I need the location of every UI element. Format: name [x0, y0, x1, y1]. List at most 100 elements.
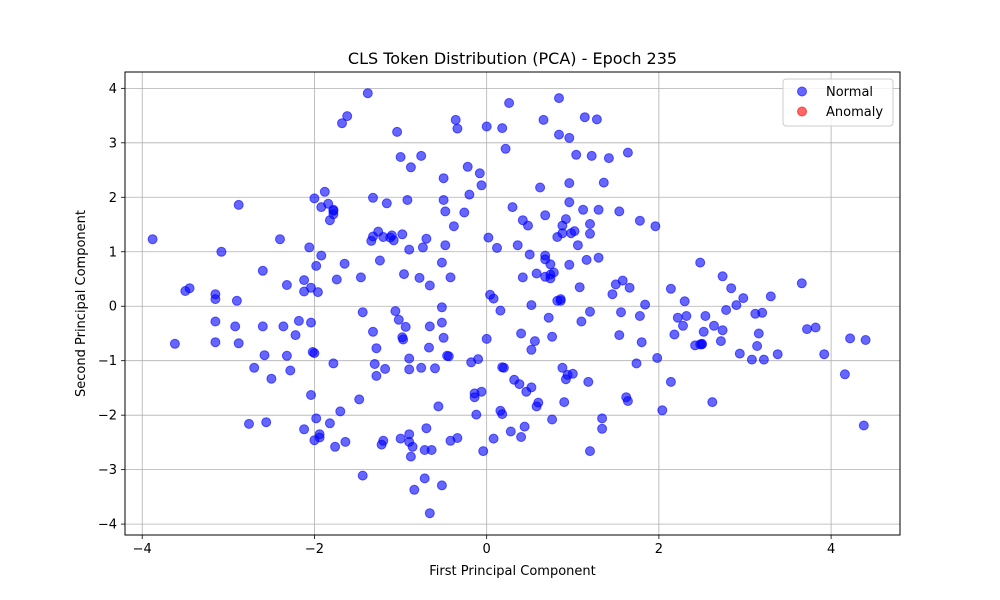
scatter-point-normal: [414, 272, 425, 283]
scatter-point-normal: [340, 436, 351, 447]
scatter-point-normal: [416, 150, 427, 161]
scatter-point-normal: [430, 363, 440, 374]
y-axis-label: Second Principal Component: [74, 210, 89, 397]
scatter-point-normal: [819, 349, 830, 360]
scatter-point-normal: [622, 147, 633, 158]
scatter-point-normal: [371, 343, 382, 354]
x-tick-label: 4: [827, 542, 835, 557]
scatter-point-normal: [858, 420, 869, 431]
plot-area-frame: [124, 71, 901, 536]
scatter-point-normal: [362, 88, 373, 99]
scatter-point-normal: [378, 435, 389, 446]
axis-ticks: −4 −2 0 2 4 −4 −3 −2 −1 0 1 2 3 4: [98, 82, 835, 557]
scatter-point-normal: [634, 311, 645, 321]
scatter-point-normal: [483, 232, 494, 243]
scatter-point-normal: [516, 432, 527, 442]
y-tick-label: −3: [98, 463, 117, 478]
scatter-point-normal: [497, 409, 508, 420]
scatter-point-normal: [210, 294, 221, 305]
scatter-point-normal: [746, 354, 757, 365]
scatter-point-normal: [698, 326, 709, 337]
scatter-point-normal: [614, 330, 625, 341]
scatter-point-normal: [402, 195, 413, 205]
scatter-point-normal: [555, 294, 566, 305]
scatter-point-normal: [523, 220, 533, 231]
scatter-point-normal: [839, 369, 850, 380]
scatter-point-normal: [481, 121, 492, 132]
legend-marker-normal: [797, 86, 807, 97]
scatter-point-normal: [758, 354, 769, 365]
scatter-point-normal: [275, 234, 285, 245]
scatter-point-normal: [448, 221, 459, 232]
scatter-point-normal: [512, 240, 523, 251]
scatter-point-normal: [433, 401, 444, 412]
scatter-point-normal: [585, 219, 595, 229]
scatter-point-normal: [529, 336, 540, 347]
scatter-point-normal: [404, 353, 415, 364]
scatter-point-normal: [368, 326, 378, 337]
scatter-point-normal: [578, 204, 589, 215]
x-tick-label: 0: [483, 542, 491, 557]
scatter-point-normal: [593, 204, 604, 215]
scatter-point-normal: [583, 376, 594, 387]
scatter-point-normal: [436, 480, 447, 491]
scatter-point-normal: [622, 396, 633, 406]
scatter-point-normal: [416, 362, 427, 373]
scatter-point-normal: [731, 300, 742, 311]
scatter-point-normal: [585, 228, 595, 239]
scatter-point-normal: [424, 321, 435, 332]
scatter-point-normal: [436, 257, 447, 268]
scatter-point-normal: [290, 330, 301, 341]
scatter-point-normal: [572, 240, 583, 251]
scatter-point-normal: [306, 317, 316, 328]
scatter-point-normal: [669, 329, 680, 340]
scatter-point-normal: [355, 272, 366, 283]
scatter-point-normal: [424, 508, 435, 519]
scatter-point-normal: [331, 274, 342, 285]
scatter-point-normal: [335, 406, 346, 417]
y-tick-label: 4: [109, 82, 117, 97]
scatter-point-normal: [285, 365, 296, 376]
scatter-point-normal: [652, 353, 663, 363]
scatter-point-normal: [450, 114, 461, 125]
scatter-point-normal: [421, 233, 432, 244]
scatter-point-normal: [696, 339, 707, 350]
scatter-point-normal: [390, 306, 401, 317]
scatter-point-normal: [354, 394, 365, 405]
scatter-point-normal: [438, 195, 449, 205]
legend-label-normal: Normal: [826, 85, 873, 100]
scatter-point-normal: [657, 405, 668, 416]
scatter-point-normal: [564, 259, 575, 270]
y-tick-label: −4: [98, 518, 117, 533]
scatter-point-normal: [543, 312, 554, 323]
legend-label-anomaly: Anomaly: [826, 105, 883, 120]
scatter-point-normal: [531, 268, 542, 279]
scatter-point-normal: [304, 242, 315, 253]
scatter-point-normal: [519, 421, 530, 432]
scatter-point-normal: [488, 293, 499, 304]
scatter-point-normal: [464, 189, 475, 200]
scatter-point-normal: [169, 338, 180, 349]
scatter-point-normal: [593, 252, 604, 263]
scatter-point-normal: [548, 267, 559, 278]
scatter-point-normal: [564, 132, 575, 143]
scatter-point-normal: [752, 341, 763, 351]
scatter-point-normal: [405, 451, 416, 462]
scatter-point-normal: [436, 317, 447, 328]
scatter-point-normal: [554, 129, 564, 140]
scatter-point-normal: [393, 314, 404, 325]
scatter-point-normal: [395, 152, 406, 162]
scatter-point-normal: [210, 337, 221, 348]
scatter-point-normal: [564, 197, 575, 208]
scatter-point-normal: [231, 295, 242, 306]
scatter-point-normal: [576, 316, 587, 327]
scatter-point-normal: [560, 214, 571, 225]
scatter-point-normal: [306, 390, 316, 400]
scatter-point-normal: [516, 328, 527, 339]
scatter-point-normal: [293, 315, 304, 326]
scatter-point-normal: [424, 342, 434, 353]
scatter-point-normal: [311, 260, 322, 271]
scatter-point-normal: [438, 173, 449, 184]
scatter-point-normal: [380, 363, 391, 374]
scatter-point-normal: [299, 424, 310, 435]
